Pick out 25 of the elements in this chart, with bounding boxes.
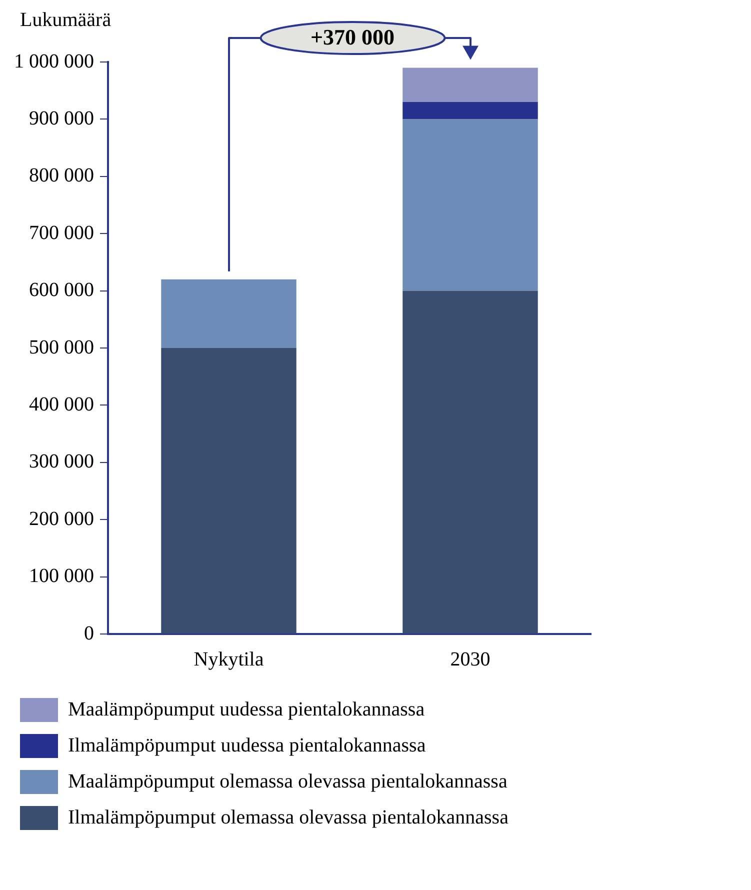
y-tick-label: 0 <box>84 622 94 644</box>
y-tick-label: 900 000 <box>29 107 94 130</box>
bar <box>402 68 538 102</box>
x-tick-label: Nykytila <box>194 648 264 670</box>
y-tick-label: 1 000 000 <box>14 50 94 72</box>
y-axis-title: Lukumäärä <box>20 9 112 31</box>
y-tick-label: 100 000 <box>29 565 94 588</box>
y-tick-label: 300 000 <box>29 450 94 473</box>
bar <box>402 102 538 120</box>
y-tick-label: 800 000 <box>29 164 94 187</box>
legend-label: Maalämpöpumput olemassa olevassa pientalokannassa <box>68 770 508 792</box>
bar <box>161 279 296 348</box>
legend-label: Maalämpöpumput uudessa pientalokannassa <box>68 698 425 720</box>
text: +370 000 <box>310 24 395 50</box>
y-tick-label: 700 000 <box>29 222 94 244</box>
bar <box>161 348 296 634</box>
y-tick-label: 200 000 <box>29 508 94 530</box>
y-tick-label: 400 000 <box>29 393 94 416</box>
bar <box>402 290 538 634</box>
y-tick-label: 500 000 <box>29 336 94 358</box>
legend-label: Ilmalämpöpumput uudessa pientalokannassa <box>68 734 426 756</box>
x-tick-label: 2030 <box>450 648 490 670</box>
legend-label: Ilmalämpöpumput olemassa olevassa pientalokannassa <box>68 806 509 828</box>
y-tick-label: 600 000 <box>29 279 94 302</box>
bar <box>402 119 538 291</box>
